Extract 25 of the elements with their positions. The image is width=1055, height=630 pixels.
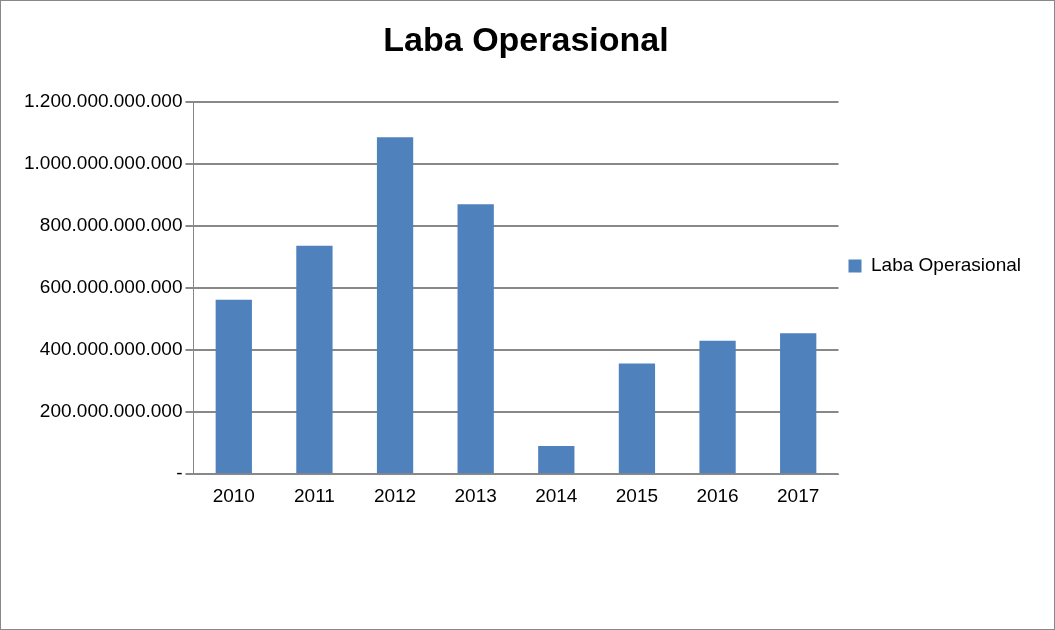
x-tick-label: 2011: [294, 484, 335, 506]
legend-label: Laba Operasional: [871, 254, 1021, 276]
x-tick-label: 2013: [454, 484, 497, 506]
x-tick-label: 2010: [212, 484, 255, 506]
bar: [538, 445, 575, 474]
bar: [296, 245, 333, 474]
y-tick-label: 1.000.000.000.000: [23, 152, 183, 174]
x-tick-label: 2014: [535, 484, 578, 506]
y-tick-label: 600.000.000.000: [39, 276, 183, 298]
y-tick-label: 800.000.000.000: [39, 214, 183, 236]
x-tick-label: 2016: [696, 484, 739, 506]
bar: [618, 363, 656, 474]
y-tick-label: 200.000.000.000: [39, 400, 183, 422]
bar: [699, 340, 736, 474]
x-tick-label: 2015: [615, 484, 659, 506]
bar: [457, 204, 494, 474]
bar: [215, 299, 252, 474]
y-tick-label: 400.000.000.000: [39, 338, 183, 360]
y-tick-label: 1.200.000.000.000: [23, 90, 183, 112]
y-tick-label: -: [176, 462, 183, 484]
x-tick-label: 2012: [373, 484, 417, 506]
bar: [780, 333, 817, 474]
bar: [376, 137, 414, 474]
x-tick-label: 2017: [777, 484, 820, 506]
chart-title: Laba Operasional: [383, 19, 669, 58]
